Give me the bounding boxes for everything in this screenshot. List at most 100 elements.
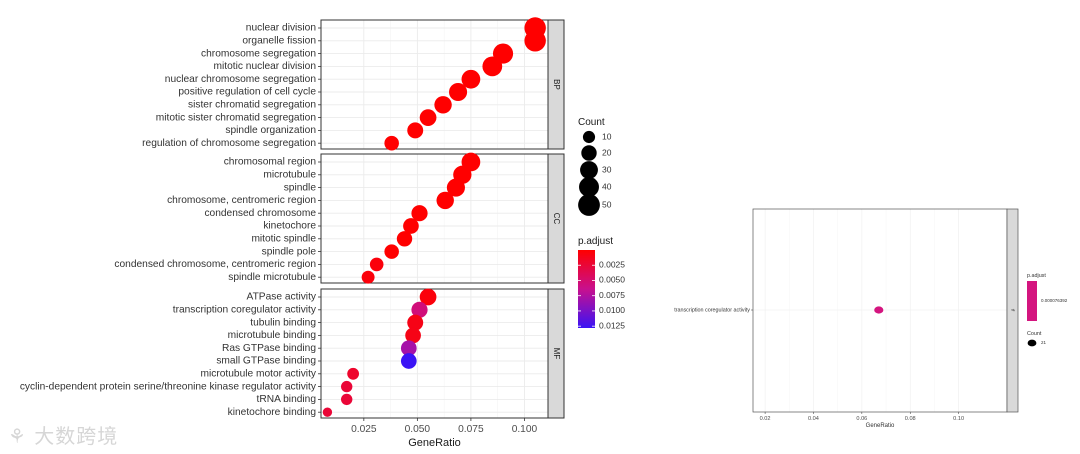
- x-tick-label: 0.04: [808, 416, 819, 422]
- facet-strip-cc: [547, 153, 565, 284]
- facet-strip-mf: [547, 288, 565, 419]
- data-point: [482, 56, 503, 77]
- watermark-icon: ⚘︎: [8, 424, 27, 448]
- y-tick-label: microtubule binding: [228, 330, 317, 341]
- data-point: [411, 205, 428, 222]
- data-point: [384, 135, 399, 151]
- y-tick-label: mitotic spindle: [251, 233, 316, 244]
- watermark-text: 大数跨境: [34, 424, 119, 448]
- facet-panel-mf: [321, 289, 548, 418]
- data-point: [407, 314, 424, 331]
- y-tick-label: Ras GTPase binding: [222, 343, 316, 354]
- data-point: [407, 122, 424, 139]
- y-tick-label: transcription coregulator activity: [173, 304, 317, 315]
- size-legend-label: 50: [602, 199, 612, 209]
- y-tick-label: microtubule: [263, 169, 316, 180]
- y-tick-label: condensed chromosome: [204, 208, 316, 219]
- color-legend-label: 0.0100: [599, 305, 625, 315]
- facet-strip-label: BP: [552, 79, 561, 90]
- data-point: [396, 231, 413, 247]
- data-point: [419, 288, 437, 306]
- x-tick-label: 0.02: [760, 416, 771, 422]
- data-point: [400, 353, 417, 369]
- y-tick-label: mitotic sister chromatid segregation: [156, 112, 316, 123]
- y-tick-label: spindle microtubule: [228, 272, 316, 283]
- color-legend-label: 0.0025: [599, 259, 625, 269]
- data-point: [361, 270, 375, 284]
- data-point: [419, 109, 437, 126]
- y-tick-label: sister chromatid segregation: [188, 99, 316, 110]
- x-tick-label: 0.075: [458, 424, 484, 435]
- y-tick-label: nuclear division: [246, 23, 316, 34]
- x-tick-label: 0.06: [856, 416, 867, 422]
- data-point: [461, 69, 481, 89]
- facet-strip-label: CC: [552, 213, 561, 225]
- data-point: [400, 340, 417, 357]
- tf-enrichment-dotplot: tf transcription coregulator activity 0.02…: [674, 208, 1068, 429]
- y-tick-label: tRNA binding: [257, 394, 317, 405]
- x-axis-title: GeneRatio: [866, 423, 895, 429]
- facet-strip-tf: [1006, 208, 1019, 413]
- data-point: [405, 327, 421, 344]
- size-legend-label: 20: [602, 147, 612, 157]
- data-point: [524, 30, 546, 52]
- color-legend-label: 0.0075: [599, 290, 625, 300]
- data-point: [322, 407, 333, 417]
- size-legend-key: [581, 145, 597, 161]
- size-legend-label: 10: [602, 131, 612, 141]
- facet-panel-cc: [321, 154, 548, 283]
- y-tick-label: regulation of chromosome segregation: [142, 138, 316, 149]
- y-tick-label: chromosomal region: [224, 157, 316, 168]
- x-tick-label: 0.100: [512, 424, 538, 435]
- color-legend-label: 0.0050: [599, 275, 625, 285]
- facet-strip-label: MF: [552, 348, 561, 360]
- data-point: [436, 191, 454, 210]
- data-point: [384, 244, 399, 259]
- y-tick-label: ATPase activity: [247, 292, 317, 303]
- y-tick-label: spindle: [284, 182, 317, 193]
- y-tick-label: spindle organization: [225, 125, 316, 136]
- y-tick-label: organelle fission: [242, 35, 316, 46]
- data-point: [449, 82, 468, 102]
- color-legend-title: p.adjust: [1027, 273, 1046, 279]
- size-legend-label: 21: [1041, 340, 1047, 345]
- size-legend-key: [582, 130, 596, 144]
- y-tick-label: nuclear chromosome segregation: [165, 74, 316, 85]
- facet-strip-bp: [547, 19, 565, 150]
- y-tick-label: chromosome segregation: [201, 48, 316, 59]
- data-point: [874, 306, 884, 314]
- color-legend-bar: [578, 250, 595, 328]
- y-tick-label: kinetochore binding: [228, 407, 317, 418]
- data-point: [403, 218, 419, 234]
- facet-panel-bp: [321, 20, 548, 149]
- y-tick-label: kinetochore: [263, 221, 316, 232]
- data-point: [369, 257, 384, 272]
- size-legend-title: Count: [1027, 331, 1042, 337]
- size-legend-title: Count: [578, 117, 605, 128]
- watermark-logo: ⚘︎ 大数跨境: [8, 420, 118, 449]
- data-point: [347, 367, 360, 380]
- color-legend-bar: [1027, 281, 1037, 321]
- size-legend-label: 40: [602, 181, 612, 191]
- y-tick-label: tubulin binding: [250, 317, 316, 328]
- size-legend-key: [579, 177, 599, 197]
- x-tick-label: 0.050: [405, 424, 431, 435]
- color-legend-label: 0.0125: [599, 320, 625, 330]
- y-tick-label: spindle pole: [262, 246, 317, 257]
- x-tick-label: 0.10: [953, 416, 964, 422]
- y-tick-label: condensed chromosome, centromeric region: [114, 259, 316, 270]
- x-tick-label: 0.08: [905, 416, 916, 422]
- data-point: [341, 393, 353, 406]
- y-tick-label: mitotic nuclear division: [214, 61, 316, 72]
- y-tick-label: microtubule motor activity: [201, 368, 317, 379]
- x-tick-label: 0.025: [351, 424, 377, 435]
- size-legend-label: 30: [602, 164, 612, 174]
- data-point: [434, 96, 452, 114]
- size-legend-key: [580, 161, 598, 179]
- color-legend-label: 0.000076392: [1041, 298, 1068, 303]
- facet-strip-label: tf: [1010, 309, 1015, 312]
- x-axis-title: GeneRatio: [408, 437, 461, 449]
- y-tick-label: cyclin-dependent protein serine/threonin…: [20, 381, 317, 392]
